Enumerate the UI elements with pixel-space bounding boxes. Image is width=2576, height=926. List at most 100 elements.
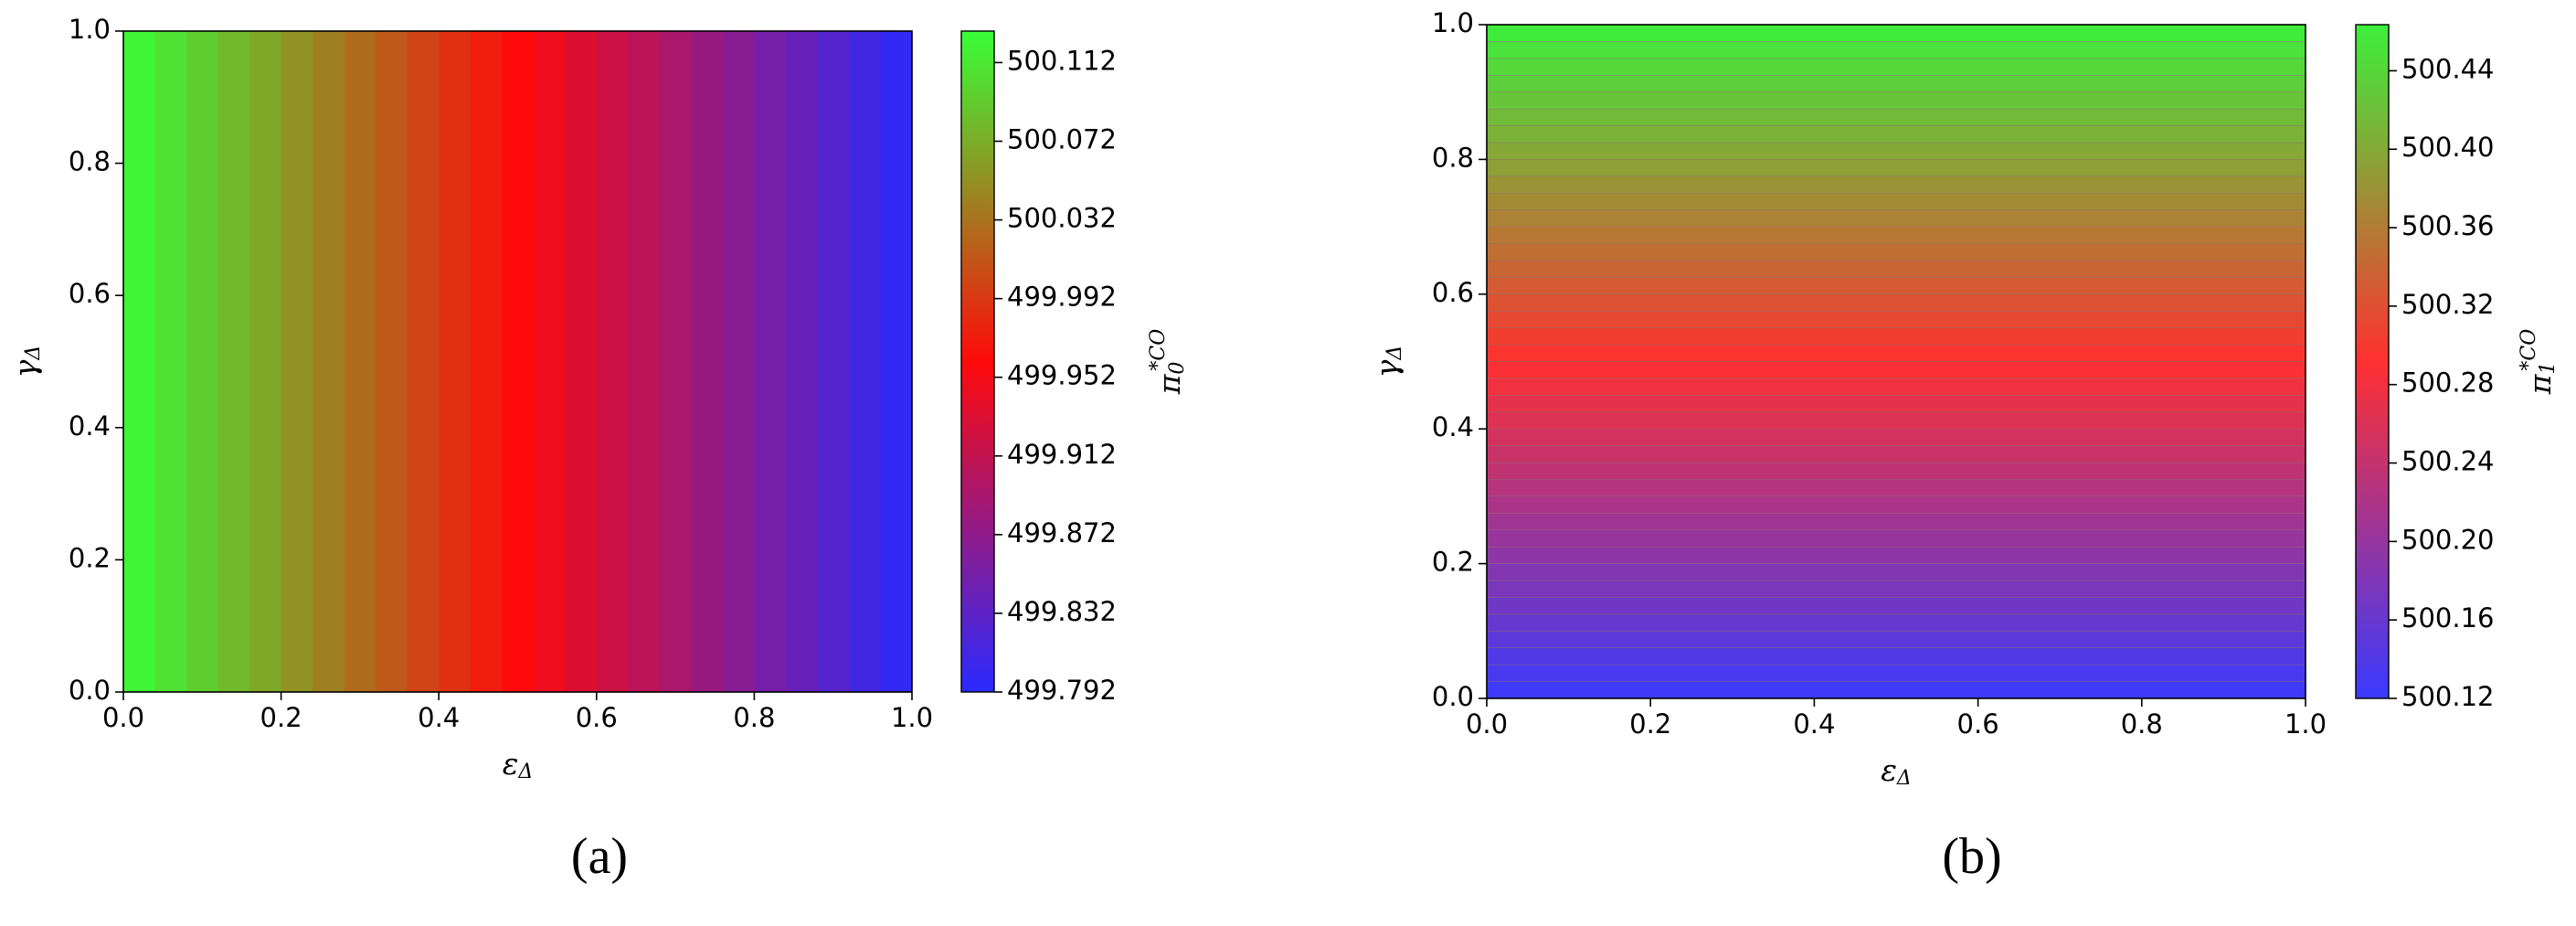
heatmap-cell [407, 31, 440, 693]
heatmap-cell [1486, 513, 2306, 531]
colorbar-tick-label: 500.12 [2401, 681, 2494, 712]
colorbar-tick-label: 499.872 [1007, 517, 1117, 548]
colorbar-tick-label: 500.16 [2401, 602, 2494, 633]
x-tick-label: 0.8 [733, 702, 775, 733]
heatmap-cell [1486, 395, 2306, 413]
y-tick-label: 0.8 [1432, 142, 1474, 173]
heatmap-cell [754, 31, 787, 693]
label-symbol: γ [1369, 359, 1405, 378]
heatmap-cell [1486, 192, 2306, 210]
heatmap-cell [217, 31, 250, 693]
colorbar-tick-label: 500.28 [2401, 367, 2494, 399]
heatmap-cell [1486, 277, 2306, 295]
x-tick-label: 1.0 [891, 702, 933, 733]
label-subscript: Δ [1896, 767, 1912, 790]
y-tick-label: 0.4 [69, 410, 111, 442]
heatmap-cell [1486, 344, 2306, 362]
colorbar-tick-label: 500.44 [2401, 53, 2494, 84]
label-subscript: 1 [2537, 362, 2560, 375]
heatmap-cell [249, 31, 282, 693]
heatmap-cell [1486, 664, 2306, 682]
x-tick-label: 0.4 [1793, 708, 1835, 740]
heatmap-cell [1486, 495, 2306, 514]
colorbar-tick-label: 500.112 [1007, 45, 1117, 76]
heatmap-cell [470, 31, 503, 693]
y-tick-label: 0.4 [1432, 411, 1474, 442]
heatmap-cell [1486, 159, 2306, 177]
heatmap-cell [1486, 546, 2306, 564]
heatmap-cell [1486, 681, 2306, 699]
heatmap-cell [1486, 327, 2306, 346]
x-tick-label: 0.6 [576, 702, 618, 733]
heatmap-cell [1486, 125, 2306, 144]
heatmap-cell [1486, 24, 2306, 42]
x-tick-label: 0.2 [260, 702, 302, 733]
plot-frame [1486, 24, 2306, 699]
label-symbol: γ [7, 359, 43, 378]
axis-label: π0*CO [1147, 329, 1189, 396]
colorbar-tick-label: 500.32 [2401, 289, 2494, 320]
heatmap-cell [880, 31, 913, 693]
label-superscript: *CO [2518, 329, 2540, 371]
label-symbol: π [2522, 373, 2558, 395]
axis-label: γΔ [7, 346, 45, 378]
colorbar-tick-label: 500.36 [2401, 210, 2494, 241]
x-tick-label: 0.2 [1629, 708, 1671, 740]
axis-label: εΔ [503, 746, 534, 783]
heatmap-cell [1486, 479, 2306, 497]
heatmap-cell [1486, 74, 2306, 93]
x-tick-label: 0.4 [418, 702, 460, 733]
axis-label: εΔ [1881, 752, 1912, 790]
y-tick-label: 0.6 [69, 278, 111, 309]
colorbar-tick-label: 499.952 [1007, 360, 1117, 391]
label-subscript: Δ [22, 346, 45, 361]
colorbar [960, 30, 995, 693]
heatmap-cell [344, 31, 376, 693]
label-superscript: *CO [1147, 329, 1170, 371]
heatmap-cell [313, 31, 345, 693]
heatmap-cell [439, 31, 472, 693]
heatmap-cell [628, 31, 661, 693]
heatmap-cell [1486, 209, 2306, 228]
label-symbol: ε [1881, 752, 1897, 788]
heatmap-cell [186, 31, 219, 693]
label-subscript: 0 [1166, 362, 1189, 375]
heatmap-cell [1486, 142, 2306, 160]
heatmap-cell [1486, 361, 2306, 379]
heatmap-cell [1486, 529, 2306, 548]
colorbar [2355, 24, 2390, 699]
heatmap-cell [1486, 310, 2306, 328]
heatmap-cell [1486, 41, 2306, 59]
heatmap-cell [281, 31, 313, 693]
heatmap-cell [1486, 226, 2306, 244]
heatmap-cell [785, 31, 819, 693]
colorbar-tick-label: 499.992 [1007, 282, 1117, 313]
heatmap-cell [596, 31, 629, 693]
heatmap-cell [1486, 411, 2306, 430]
x-tick-label: 0.6 [1957, 708, 1999, 740]
heatmap-cell [1486, 91, 2306, 110]
y-tick-label: 0.2 [69, 542, 111, 573]
heatmap-cell [123, 31, 156, 693]
label-subscript: Δ [1383, 346, 1406, 361]
heatmap-cell [1486, 293, 2306, 312]
y-tick-label: 1.0 [1432, 7, 1474, 38]
heatmap-cell [1486, 108, 2306, 126]
heatmap-cell [659, 31, 692, 693]
x-tick-label: 0.0 [102, 702, 144, 733]
y-tick-label: 0.0 [1432, 681, 1474, 712]
y-tick-label: 0.6 [1432, 277, 1474, 308]
colorbar-tick-label: 500.24 [2401, 446, 2494, 477]
heatmap-cell [848, 31, 882, 693]
plot-frame [122, 30, 913, 693]
heatmap-cell [154, 31, 187, 693]
colorbar-tick-label: 500.20 [2401, 524, 2494, 555]
axis-label: π1*CO [2518, 329, 2560, 396]
heatmap-cell [1486, 613, 2306, 632]
heatmap-cell [1486, 260, 2306, 278]
heatmap-cell [502, 31, 535, 693]
heatmap-cell [691, 31, 724, 693]
heatmap-cell [1486, 580, 2306, 598]
heatmap-cell [1486, 176, 2306, 194]
